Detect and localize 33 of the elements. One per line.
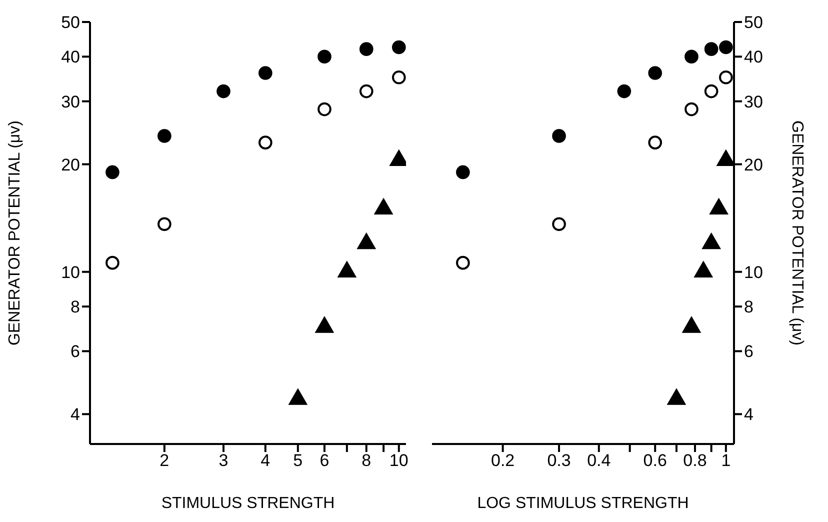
- y-tick-label: 6: [744, 342, 754, 362]
- y-tick-label: 4: [744, 405, 754, 424]
- y-tick-label: 6: [70, 342, 80, 362]
- y-tick-label: 20: [744, 155, 763, 174]
- x-tick-label: 8: [362, 451, 372, 470]
- x-tick-label: 0.6: [643, 451, 667, 470]
- x-tick-label: 10: [389, 451, 408, 470]
- y-tick-label: 30: [61, 92, 80, 112]
- y-tick-label: 4: [70, 405, 80, 424]
- y-tick-label: 20: [61, 155, 80, 174]
- x-tick-label: 3: [218, 451, 228, 470]
- x-tick-label: 0.4: [587, 451, 611, 470]
- x-tick-label: 5: [293, 451, 303, 470]
- y-tick-label: 10: [744, 262, 763, 282]
- x-axis-title: STIMULUS STRENGTH: [161, 495, 335, 512]
- y-tick-label: 40: [61, 48, 80, 67]
- x-tick-label: 0.2: [490, 451, 515, 470]
- y-axis-title: GENERATOR POTENTIAL (μv): [6, 120, 24, 346]
- y-tick-label: 10: [61, 262, 80, 282]
- y-axis-title: GENERATOR POTENTIAL (μv): [788, 120, 806, 346]
- x-tick-label: 1: [721, 451, 731, 470]
- y-tick-label: 40: [744, 48, 763, 67]
- x-tick-label: 0.8: [683, 451, 707, 470]
- y-tick-label: 50: [744, 13, 763, 32]
- x-axis-title: LOG STIMULUS STRENGTH: [477, 495, 689, 512]
- y-tick-label: 50: [61, 13, 80, 32]
- x-tick-label: 0.3: [547, 451, 571, 470]
- y-tick-label: 30: [744, 92, 763, 112]
- y-tick-label: 8: [70, 298, 80, 317]
- y-tick-label: 8: [744, 298, 754, 317]
- x-tick-label: 2: [160, 451, 170, 470]
- x-tick-label: 6: [320, 451, 330, 470]
- x-tick-label: 4: [260, 451, 270, 470]
